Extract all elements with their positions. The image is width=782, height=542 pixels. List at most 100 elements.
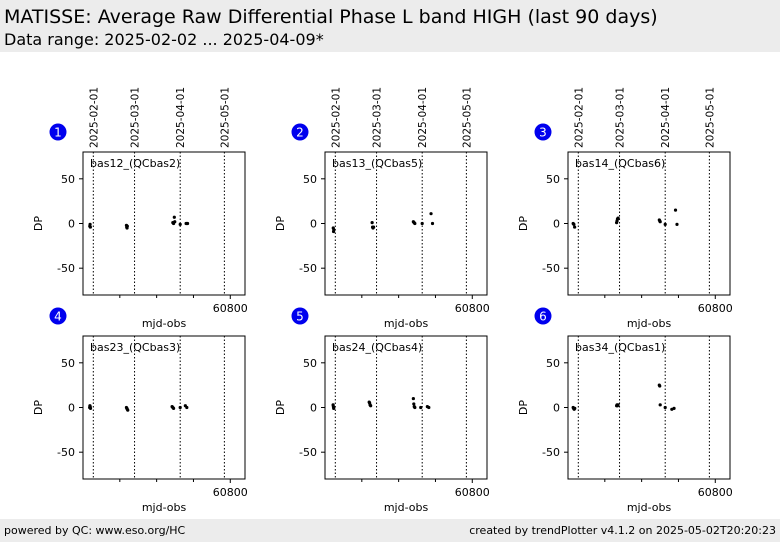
y-tick-label: -50 [542,262,560,275]
panel-number: 4 [54,310,62,324]
panel-2: 2025-02-01 2025-03-01 2025-04-01 2025-05-01… [274,87,490,330]
y-axis-label: DP [274,216,287,231]
footer-created: created by trendPlotter v4.1.2 on 2025-0… [469,524,776,537]
date-tick-label: 2025-03-01 [372,87,384,148]
y-tick-label: 50 [61,357,75,370]
date-tick-label: 2025-04-01 [175,87,187,148]
page-title: MATISSE: Average Raw Differential Phase … [4,6,658,28]
date-tick-label: 2025-02-01 [330,87,342,148]
data-point [675,222,679,226]
date-tick-label: 2025-04-01 [660,87,672,148]
x-tick-label: 60800 [213,302,248,315]
x-tick-label: 60800 [455,486,490,499]
panel-4: 50 0 -50 60800 mjd-obs DP bas23_(QCbas3) 4 [32,307,248,514]
y-axis-label: DP [517,216,530,231]
y-tick-label: -50 [299,262,317,275]
plot-frame [567,151,731,296]
data-point [616,403,620,407]
data-point [429,212,433,216]
y-tick-label: 0 [310,218,317,231]
data-point [663,222,667,226]
y-tick-label: 0 [553,218,560,231]
data-point [427,405,431,410]
y-tick-label: -50 [57,262,75,275]
data-point [372,225,376,229]
x-tick-label: 60800 [213,486,248,499]
data-point [370,221,374,225]
data-point [412,402,416,406]
date-tick-label: 2025-02-01 [573,87,585,148]
data-point [411,396,415,401]
series-label: bas23_(QCbas3) [90,341,180,354]
panel-5: 50 0 -50 60800 mjd-obs DP bas24_(QCbas4) 5 [274,307,490,514]
x-tick-label: 60800 [698,486,733,499]
y-axis-label: DP [32,400,45,415]
y-tick-label: 50 [303,173,317,186]
data-range-subtitle: Data range: 2025-02-02 ... 2025-04-09* [4,30,324,49]
header-bar: MATISSE: Average Raw Differential Phase … [0,0,780,52]
date-tick-label: 2025-05-01 [219,87,231,148]
data-point [178,405,182,410]
data-point [616,216,620,220]
data-point [171,406,176,410]
x-tick-label: 60800 [455,302,490,315]
series-label: bas34_(QCbas1) [575,341,665,354]
data-point [430,221,435,226]
plot-frame [324,151,488,296]
data-point [413,405,417,410]
y-tick-label: 0 [310,402,317,415]
panel-number: 2 [296,126,304,140]
y-tick-label: 0 [68,402,75,415]
data-point [88,222,92,226]
data-point [125,224,129,228]
x-axis-label: mjd-obs [142,317,187,330]
footer-credit: powered by QC: www.eso.org/HC [4,524,186,537]
data-point [332,406,336,410]
panel-number-badge [291,307,309,325]
data-point [172,215,176,219]
data-point [126,408,130,412]
panel-1: 2025-02-01 2025-03-01 2025-04-01 2025-05-01… [32,87,248,330]
y-axis-label: DP [517,400,530,415]
date-tick-label: 2025-03-01 [130,87,142,148]
data-point [88,406,93,410]
date-tick-label: 2025-03-01 [615,87,627,148]
data-point [420,221,424,226]
date-tick-label: 2025-05-01 [704,87,716,148]
x-axis-label: mjd-obs [384,317,429,330]
series-label: bas13_(QCbas5) [332,157,422,170]
panel-number-badge [534,307,552,325]
y-tick-label: 50 [61,173,75,186]
panel-3: 2025-02-01 2025-03-01 2025-04-01 2025-05-01… [517,87,733,330]
plot-frame [567,335,731,480]
y-tick-label: 50 [546,173,560,186]
series-label: bas24_(QCbas4) [332,341,422,354]
plot-frame [324,335,488,480]
y-tick-label: -50 [542,446,560,459]
y-tick-label: 50 [303,357,317,370]
data-point [573,406,577,410]
y-tick-label: 50 [546,357,560,370]
panel-number-badge [49,123,67,141]
data-point [178,222,182,226]
plot-frame [82,335,246,480]
data-point [369,404,373,408]
data-point [173,220,177,224]
x-axis-label: mjd-obs [627,317,672,330]
data-point [658,220,662,224]
footer-bar: powered by QC: www.eso.org/HC created by… [0,519,780,542]
data-point [419,405,423,410]
date-tick-label: 2025-05-01 [461,87,473,148]
y-axis-label: DP [274,400,287,415]
panel-number: 6 [539,310,547,324]
panel-number: 3 [539,126,547,140]
data-point [573,225,577,229]
x-axis-label: mjd-obs [627,501,672,514]
y-axis-label: DP [32,216,45,231]
panel-6: 50 0 -50 60800 mjd-obs DP bas34_(QCbas1) 6 [517,307,733,514]
data-point [672,406,676,410]
y-tick-label: -50 [57,446,75,459]
series-label: bas14_(QCbas6) [575,157,665,170]
data-point [658,384,662,388]
